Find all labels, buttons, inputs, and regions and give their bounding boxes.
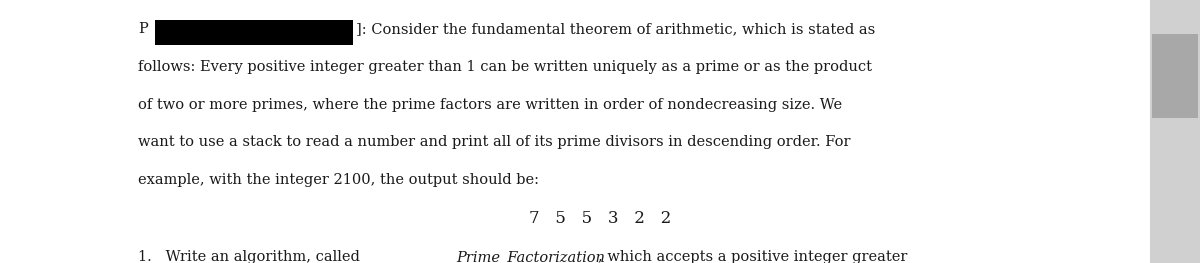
Text: 1.   Write an algorithm, called: 1. Write an algorithm, called <box>138 250 365 263</box>
Text: example, with the integer 2100, the output should be:: example, with the integer 2100, the outp… <box>138 173 539 187</box>
Text: want to use a stack to read a number and print all of its prime divisors in desc: want to use a stack to read a number and… <box>138 135 851 149</box>
Text: P: P <box>138 22 148 36</box>
Text: Prime_Factorization: Prime_Factorization <box>456 250 605 263</box>
FancyBboxPatch shape <box>155 20 353 45</box>
Text: follows: Every positive integer greater than 1 can be written uniquely as a prim: follows: Every positive integer greater … <box>138 60 872 74</box>
FancyBboxPatch shape <box>1152 34 1198 118</box>
FancyBboxPatch shape <box>1150 0 1200 263</box>
FancyBboxPatch shape <box>0 0 1150 263</box>
Text: ]: Consider the fundamental theorem of arithmetic, which is stated as: ]: Consider the fundamental theorem of a… <box>356 22 876 36</box>
Text: 7   5   5   3   2   2: 7 5 5 3 2 2 <box>529 210 671 227</box>
Text: , which accepts a positive integer greater: , which accepts a positive integer great… <box>598 250 907 263</box>
Text: of two or more primes, where the prime factors are written in order of nondecrea: of two or more primes, where the prime f… <box>138 98 842 112</box>
